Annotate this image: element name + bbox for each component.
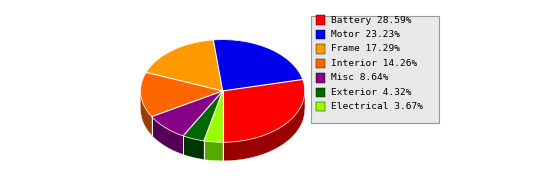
Polygon shape	[141, 91, 152, 135]
Bar	[316, 88, 325, 97]
Polygon shape	[141, 72, 223, 117]
Polygon shape	[204, 91, 223, 142]
Text: Motor 23.23%: Motor 23.23%	[331, 30, 400, 39]
Text: Electrical 3.67%: Electrical 3.67%	[331, 102, 423, 111]
Polygon shape	[223, 91, 305, 161]
Polygon shape	[183, 136, 204, 159]
Bar	[316, 73, 325, 83]
Polygon shape	[204, 141, 223, 161]
FancyBboxPatch shape	[311, 16, 439, 123]
Text: Frame 17.29%: Frame 17.29%	[331, 44, 400, 53]
Bar	[316, 15, 325, 25]
Polygon shape	[213, 40, 303, 91]
Text: Misc 8.64%: Misc 8.64%	[331, 73, 389, 82]
Text: Exterior 4.32%: Exterior 4.32%	[331, 88, 411, 97]
Bar	[316, 44, 325, 54]
Polygon shape	[223, 79, 305, 142]
Text: Interior 14.26%: Interior 14.26%	[331, 59, 417, 68]
Polygon shape	[183, 91, 223, 141]
Bar	[316, 59, 325, 68]
Bar	[316, 102, 325, 111]
Polygon shape	[152, 91, 223, 136]
Polygon shape	[152, 117, 183, 155]
Polygon shape	[146, 40, 223, 91]
Text: Battery 28.59%: Battery 28.59%	[331, 15, 411, 24]
Bar	[316, 30, 325, 39]
